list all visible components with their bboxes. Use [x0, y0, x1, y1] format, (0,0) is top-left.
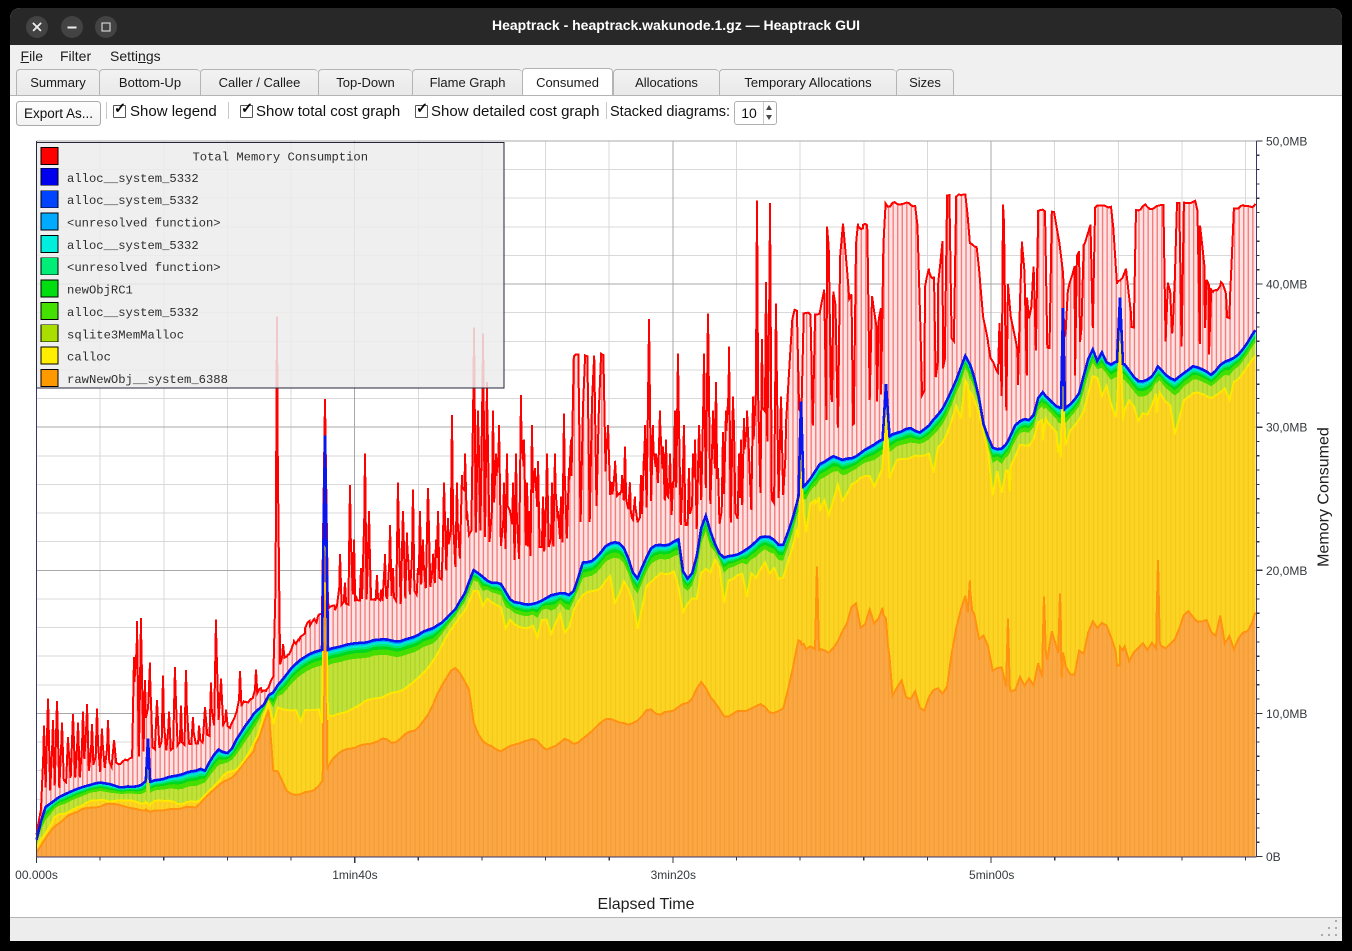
svg-text:calloc: calloc — [67, 351, 111, 365]
svg-text:<unresolved function>: <unresolved function> — [67, 217, 221, 231]
svg-text:40,0MB: 40,0MB — [1266, 278, 1307, 292]
svg-text:alloc__system_5332: alloc__system_5332 — [67, 306, 199, 320]
svg-text:alloc__system_5332: alloc__system_5332 — [67, 239, 199, 253]
svg-text:Elapsed Time: Elapsed Time — [598, 896, 695, 913]
svg-text:1min40s: 1min40s — [332, 868, 377, 882]
svg-text:alloc__system_5332: alloc__system_5332 — [67, 172, 199, 186]
svg-text:30,0MB: 30,0MB — [1266, 421, 1307, 435]
svg-text:sqlite3MemMalloc: sqlite3MemMalloc — [67, 328, 184, 342]
svg-text:20,0MB: 20,0MB — [1266, 564, 1307, 578]
svg-text:Total Memory Consumption: Total Memory Consumption — [192, 151, 368, 165]
svg-text:50,0MB: 50,0MB — [1266, 135, 1307, 149]
svg-text:Memory Consumed: Memory Consumed — [1316, 427, 1333, 567]
svg-text:00.000s: 00.000s — [15, 868, 58, 882]
svg-text:alloc__system_5332: alloc__system_5332 — [67, 194, 199, 208]
svg-text:3min20s: 3min20s — [651, 868, 696, 882]
svg-text:newObjRC1: newObjRC1 — [67, 284, 133, 298]
svg-text:5min00s: 5min00s — [969, 868, 1014, 882]
svg-text:10,0MB: 10,0MB — [1266, 707, 1307, 721]
svg-text:rawNewObj__system_6388: rawNewObj__system_6388 — [67, 373, 228, 387]
svg-text:0B: 0B — [1266, 850, 1281, 864]
svg-text:<unresolved function>: <unresolved function> — [67, 261, 221, 275]
